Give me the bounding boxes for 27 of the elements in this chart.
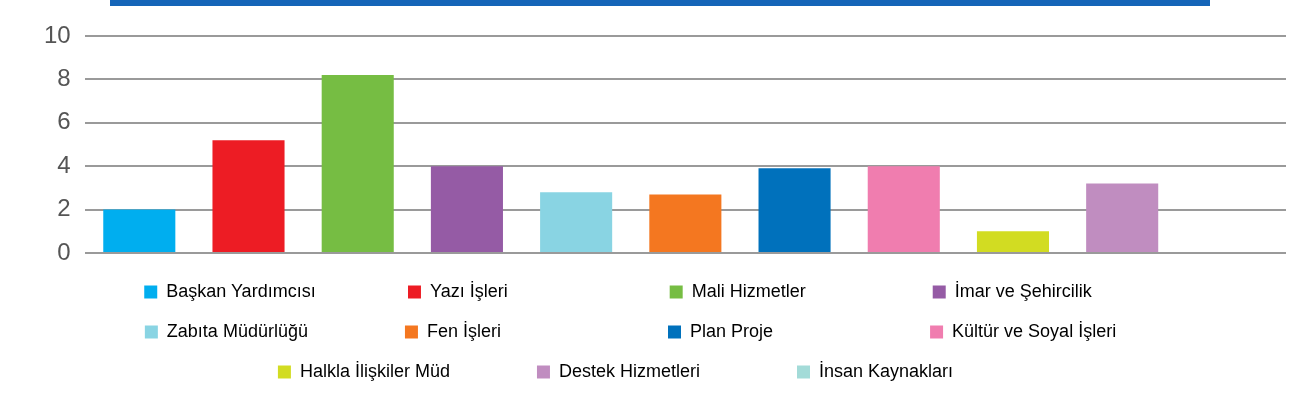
bar bbox=[758, 168, 831, 252]
legend-label: İmar ve Şehircilik bbox=[954, 280, 1172, 301]
legend-label: Halkla İlişkiler Müd bbox=[299, 360, 515, 381]
bar bbox=[867, 166, 940, 252]
legend-label: Mali Hizmetler bbox=[691, 280, 911, 301]
y-tick-label: 6 bbox=[57, 107, 71, 135]
y-tick-label: 0 bbox=[57, 237, 71, 265]
bar bbox=[212, 140, 285, 252]
bar bbox=[103, 209, 176, 252]
bar bbox=[430, 166, 503, 252]
y-tick-label: 10 bbox=[43, 20, 71, 48]
y-tick-label: 8 bbox=[57, 64, 71, 92]
bar bbox=[649, 194, 722, 252]
legend-label: Fen İşleri bbox=[426, 320, 647, 341]
bar bbox=[321, 75, 394, 252]
bar bbox=[1086, 183, 1159, 252]
y-tick-label: 2 bbox=[57, 194, 71, 222]
bar bbox=[540, 192, 613, 252]
legend-label: Zabıta Müdürlüğü bbox=[166, 320, 383, 341]
y-tick-label: 4 bbox=[57, 150, 71, 178]
legend-label: Yazı İşleri bbox=[429, 280, 648, 301]
bar bbox=[976, 231, 1050, 252]
legend-label: Plan Proje bbox=[690, 320, 909, 341]
legend-label: Destek Hizmetleri bbox=[558, 360, 775, 381]
legend-label: Kültür ve Soyal İşleri bbox=[952, 320, 1172, 341]
legend-label: İnsan Kaynakları bbox=[819, 360, 1039, 381]
legend-label: Başkan Yardımcısı bbox=[166, 280, 386, 301]
